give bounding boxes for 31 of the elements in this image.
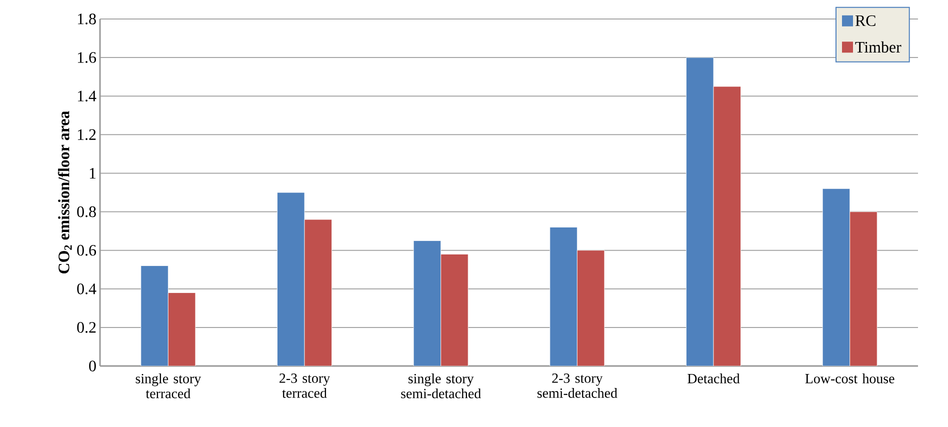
- x-tick-label: single story terraced: [136, 374, 202, 398]
- bar: [440, 254, 468, 366]
- bar: [304, 219, 332, 366]
- bar: [550, 227, 578, 366]
- y-axis-title: CO$_{2}$ emission/floor area: [58, 111, 72, 274]
- bar: [686, 57, 714, 366]
- bar: [168, 292, 196, 366]
- y-tick-label: 1.8: [78, 14, 96, 24]
- y-tick-label: 0.8: [77, 206, 96, 218]
- bar: [713, 86, 741, 366]
- bar: [822, 188, 850, 366]
- y-tick-label: 0.6: [77, 244, 96, 256]
- y-tick-label: 0: [89, 360, 96, 372]
- y-tick-label: 1: [90, 168, 96, 178]
- y-tick-label: 0.4: [77, 283, 96, 294]
- x-tick-label: single story semi-detached: [401, 374, 481, 398]
- y-tick-label: 1.4: [78, 90, 96, 102]
- x-tick-label: Detached: [688, 374, 740, 384]
- y-tick-label: 1.6: [78, 52, 96, 63]
- x-tick-label: 2-3 story semi-detached: [537, 374, 618, 398]
- bar: [413, 240, 442, 366]
- bar: [850, 212, 878, 366]
- bar: [576, 250, 605, 366]
- legend-label: RC: [855, 15, 876, 26]
- x-tick-label: 2-3 story terraced: [280, 374, 330, 398]
- bar: [277, 192, 305, 366]
- y-tick-label: 1.2: [78, 129, 96, 140]
- y-tick-label: 0.2: [77, 322, 96, 333]
- x-tick-label: Low-cost house: [805, 374, 894, 384]
- bar: [140, 266, 168, 366]
- legend-label: Timber: [855, 41, 902, 53]
